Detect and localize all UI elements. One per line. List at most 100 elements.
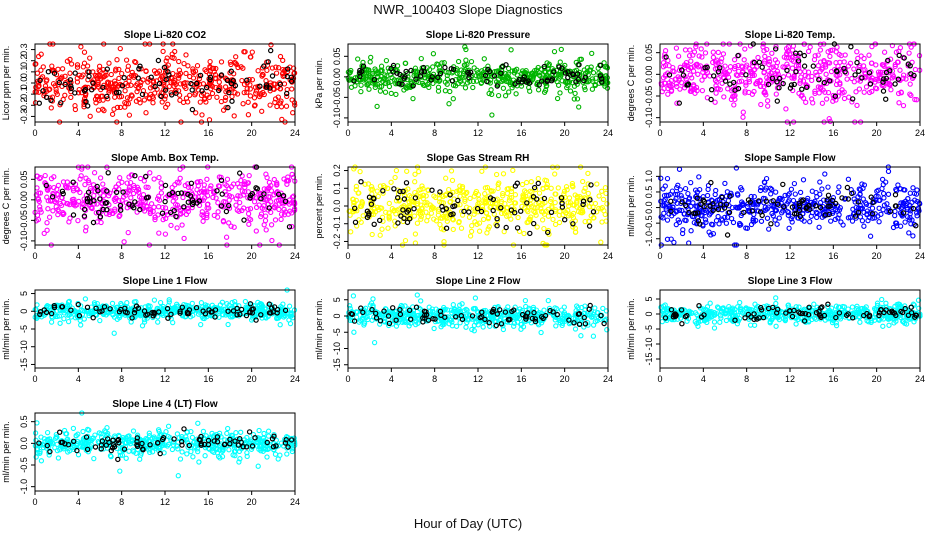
data-point bbox=[768, 70, 774, 76]
data-point bbox=[219, 311, 226, 318]
reference-point bbox=[161, 64, 168, 71]
data-point bbox=[227, 86, 233, 93]
data-point bbox=[36, 198, 42, 205]
data-point bbox=[51, 174, 57, 180]
data-point bbox=[679, 230, 686, 237]
data-point bbox=[722, 71, 728, 77]
data-point bbox=[510, 167, 516, 174]
data-point bbox=[847, 60, 854, 66]
reference-point bbox=[859, 75, 865, 81]
reference-point bbox=[137, 206, 143, 213]
data-point bbox=[65, 318, 72, 325]
reference-points bbox=[36, 47, 295, 113]
reference-points bbox=[352, 178, 597, 237]
data-point bbox=[166, 297, 172, 303]
data-point bbox=[255, 68, 261, 74]
reference-point bbox=[663, 54, 669, 60]
data-point bbox=[271, 176, 277, 183]
data-point bbox=[190, 75, 197, 81]
reference-point bbox=[43, 94, 50, 101]
data-point bbox=[356, 190, 362, 196]
reference-point bbox=[67, 77, 74, 83]
data-point bbox=[543, 69, 549, 75]
data-point bbox=[78, 173, 84, 179]
data-point bbox=[252, 102, 258, 108]
data-point bbox=[914, 97, 920, 103]
reference-point bbox=[358, 178, 364, 185]
data-point bbox=[742, 46, 748, 52]
data-point bbox=[897, 185, 903, 192]
data-point bbox=[145, 303, 151, 309]
data-point bbox=[91, 77, 97, 83]
reference-point bbox=[855, 209, 862, 216]
data-point bbox=[476, 196, 482, 203]
data-point bbox=[247, 93, 254, 99]
reference-point bbox=[261, 63, 267, 69]
data-point bbox=[123, 192, 129, 198]
data-point bbox=[696, 53, 702, 59]
data-point bbox=[439, 322, 446, 328]
reference-points bbox=[351, 61, 605, 89]
data-point bbox=[192, 68, 199, 74]
data-point bbox=[181, 83, 188, 90]
reference-point bbox=[37, 77, 43, 84]
data-point bbox=[374, 188, 380, 194]
data-point bbox=[450, 96, 456, 102]
reference-point bbox=[869, 210, 876, 217]
data-point bbox=[836, 184, 842, 190]
reference-point bbox=[243, 312, 250, 319]
data-point bbox=[410, 95, 416, 102]
data-point bbox=[462, 85, 469, 91]
data-point bbox=[661, 210, 667, 216]
y-axis-label: degrees C per min. bbox=[626, 45, 636, 122]
data-point bbox=[207, 185, 213, 192]
data-point bbox=[501, 228, 507, 235]
data-point bbox=[688, 179, 694, 186]
data-point bbox=[835, 215, 841, 221]
data-point bbox=[386, 214, 392, 221]
reference-point bbox=[883, 69, 890, 76]
reference-point bbox=[162, 182, 169, 189]
data-point bbox=[880, 207, 886, 213]
reference-point bbox=[97, 214, 104, 220]
data-point bbox=[137, 175, 144, 182]
data-point bbox=[590, 333, 597, 339]
reference-point bbox=[271, 304, 278, 310]
reference-point bbox=[498, 70, 504, 76]
data-point bbox=[393, 81, 399, 87]
data-point bbox=[181, 60, 187, 67]
x-tick-label: 16 bbox=[516, 251, 526, 261]
reference-point bbox=[404, 219, 411, 226]
reference-point bbox=[284, 90, 290, 97]
data-point bbox=[766, 226, 772, 232]
reference-point bbox=[813, 203, 819, 209]
data-point bbox=[728, 96, 735, 103]
data-point bbox=[580, 178, 586, 185]
data-point bbox=[816, 90, 822, 96]
data-point bbox=[393, 91, 399, 98]
data-point bbox=[820, 65, 826, 71]
data-points bbox=[32, 41, 298, 125]
data-point bbox=[602, 318, 608, 324]
reference-point bbox=[518, 208, 524, 214]
data-point bbox=[392, 174, 398, 181]
data-point bbox=[459, 301, 465, 307]
data-point bbox=[183, 52, 189, 58]
data-point bbox=[441, 239, 447, 245]
data-point bbox=[60, 306, 66, 313]
data-point bbox=[690, 52, 696, 58]
reference-point bbox=[232, 82, 239, 89]
reference-point bbox=[253, 317, 259, 323]
data-point bbox=[493, 171, 500, 178]
data-point bbox=[256, 202, 262, 208]
reference-point bbox=[710, 207, 716, 213]
data-point bbox=[277, 100, 283, 106]
data-point bbox=[521, 230, 527, 237]
data-point bbox=[910, 233, 916, 239]
data-point bbox=[872, 215, 878, 221]
data-point bbox=[105, 79, 111, 85]
data-point bbox=[836, 212, 842, 218]
data-point bbox=[712, 99, 718, 105]
data-point bbox=[490, 188, 496, 194]
